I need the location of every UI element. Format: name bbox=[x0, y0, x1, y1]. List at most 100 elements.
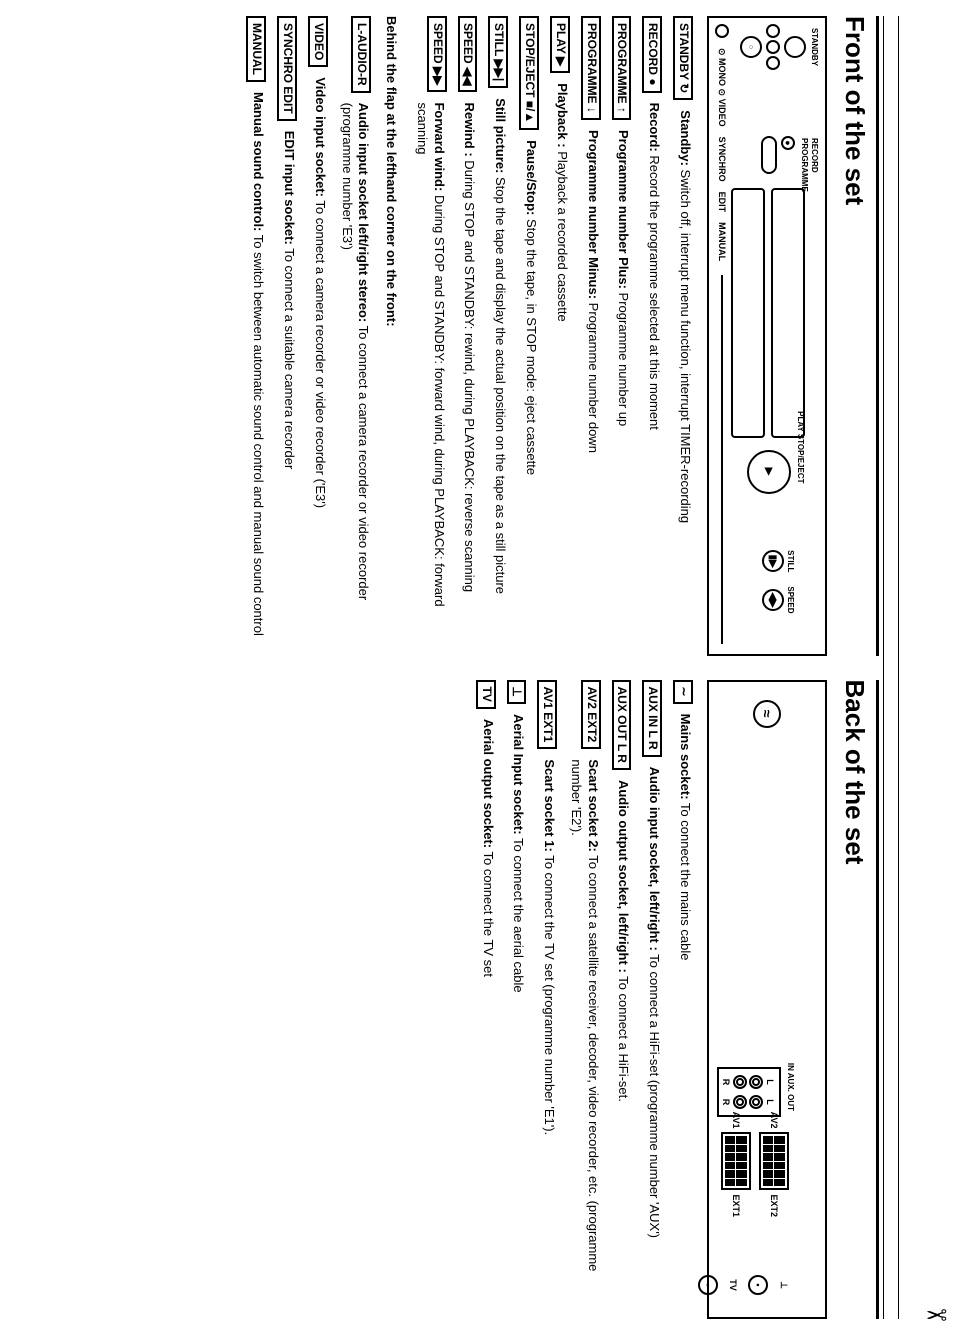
badge: VIDEO bbox=[308, 16, 328, 67]
aux-r2: R bbox=[721, 1099, 731, 1106]
def-text: Aerial output socket: To connect the TV … bbox=[479, 719, 495, 1319]
record-label: RECORD bbox=[810, 138, 819, 173]
badge: PROGRAMME ↓ bbox=[581, 16, 601, 120]
playstop-label: PLAY STOP/EJECT bbox=[796, 411, 805, 483]
back-column: Back of the set IN AUX. OUT L R L bbox=[8, 680, 879, 1320]
back-panel-diagram: IN AUX. OUT L R L R bbox=[707, 680, 827, 1320]
badge: RECORD ● bbox=[642, 16, 662, 93]
aux-l2: L bbox=[765, 1099, 775, 1105]
strip-synchro: SYNCHRO bbox=[717, 137, 727, 182]
def-text: Audio input socket, left/right : To conn… bbox=[646, 767, 662, 1319]
front-defs: STANDBY ↻Standby: Switch off, interrupt … bbox=[246, 16, 693, 656]
badge: SPEED ◀◀ bbox=[458, 16, 478, 92]
badge: AUX IN L R bbox=[642, 680, 662, 757]
def-text: Mains socket: To connect the mains cable bbox=[677, 714, 693, 1319]
def-text: Aerial Input socket: To connect the aeri… bbox=[510, 714, 526, 1319]
aux-block: L R L R bbox=[717, 1067, 781, 1117]
standby-label: STANDBY bbox=[810, 28, 819, 66]
scart1-label-a: AV1 bbox=[731, 1112, 741, 1129]
badge: AV2 EXT2 bbox=[581, 680, 601, 750]
strip-mono-label: ⊙ MONO ⊙ VIDEO bbox=[717, 48, 728, 127]
record-dot: ● bbox=[781, 136, 795, 150]
rca-in-l bbox=[749, 1075, 763, 1089]
jack-c bbox=[766, 56, 780, 70]
def-row: AV2 EXT2 Scart socket 2: To connect a sat… bbox=[568, 680, 601, 1320]
programme-label: PROGRAMME bbox=[800, 138, 809, 192]
mains-socket-icon bbox=[753, 700, 781, 728]
def-text: Manual sound control: To switch between … bbox=[250, 92, 266, 656]
scart1-label-b: EXT1 bbox=[731, 1194, 741, 1217]
badge: MANUAL bbox=[246, 16, 266, 82]
def-text: Video input socket: To connect a camera … bbox=[311, 77, 327, 655]
strip-manual: MANUAL bbox=[717, 222, 727, 261]
rca-in-r bbox=[733, 1075, 747, 1089]
def-text: Audio input socket left/right stereo: To… bbox=[339, 103, 372, 656]
def-text: Still picture: Stop the tape and display… bbox=[492, 98, 508, 655]
def-row: PROGRAMME ↑Programme number Plus: Progra… bbox=[612, 16, 632, 656]
display-slot bbox=[731, 188, 765, 438]
def-text: Scart socket 2: To connect a satellite r… bbox=[568, 759, 601, 1319]
def-text: Programme number Plus: Programme number … bbox=[615, 130, 631, 656]
front-title: Front of the set bbox=[839, 16, 870, 656]
rca-out-r bbox=[733, 1095, 747, 1109]
badge: ⊥ bbox=[507, 680, 527, 704]
def-row: ⊥ Aerial Input socket: To connect the aer… bbox=[507, 680, 527, 1320]
def-text: Record: Record the programme selected at… bbox=[646, 103, 662, 656]
front-panel-diagram: STANDBY ○ RECORD PROGRAMME ● bbox=[707, 16, 827, 656]
def-row: RECORD ● Record: Record the programme sel… bbox=[642, 16, 662, 656]
badge: PLAY ▶ bbox=[550, 16, 570, 73]
manual-knob: ○ bbox=[740, 36, 762, 58]
def-row: L-AUDIO-R Audio input socket left/right s… bbox=[339, 16, 372, 656]
def-text: Standby: Switch off, interrupt menu func… bbox=[677, 110, 693, 655]
badge: STOP/EJECT ■/▲ bbox=[519, 16, 539, 130]
rca-out-l bbox=[749, 1095, 763, 1109]
aerial-label: ⊥ bbox=[778, 1281, 789, 1289]
scart2 bbox=[759, 1132, 789, 1190]
front-column: Front of the set STANDBY ○ RECORD PROGRA… bbox=[8, 16, 879, 656]
badge: L-AUDIO-R bbox=[351, 16, 371, 93]
def-row: TV Aerial output socket: To connect the T… bbox=[476, 680, 496, 1320]
scart2-label-b: EXT2 bbox=[769, 1194, 779, 1217]
programme-rocker bbox=[761, 136, 777, 174]
def-text: Playback : Playback a recorded cassette bbox=[554, 83, 570, 655]
aux-l: L bbox=[765, 1079, 775, 1085]
aerial-in bbox=[748, 1275, 768, 1295]
play-stop-button bbox=[747, 450, 791, 494]
badge: AV1 EXT1 bbox=[537, 680, 557, 750]
def-row: ∼ Mains socket: To connect the mains cabl… bbox=[673, 680, 693, 1320]
def-text: Scart socket 1: To connect the TV set (p… bbox=[541, 759, 557, 1319]
def-text: Pause/Stop: Stop the tape, in STOP mode:… bbox=[523, 140, 539, 655]
def-text: Programme number Minus: Programme number… bbox=[584, 130, 600, 656]
def-text: Audio output socket, left/right : To con… bbox=[615, 780, 631, 1319]
strip-jack1 bbox=[715, 24, 729, 38]
strip-edit: EDIT bbox=[717, 192, 727, 213]
scissors-icon: ✂ bbox=[926, 1299, 948, 1330]
def-text: EDIT input socket: To connect a suitable… bbox=[281, 131, 297, 656]
cassette-slot bbox=[771, 188, 805, 438]
scart1 bbox=[721, 1132, 751, 1190]
def-row: PROGRAMME ↓ Programme number Minus: Progr… bbox=[581, 16, 601, 656]
badge: STILL ▶▶| bbox=[488, 16, 508, 88]
def-row: SPEED ◀◀Rewind : During STOP and STANDBY… bbox=[458, 16, 478, 656]
standby-knob bbox=[784, 36, 806, 58]
aux-label: IN AUX. OUT bbox=[786, 1063, 795, 1111]
def-row: AV1 EXT1 Scart socket 1: To connect the T… bbox=[537, 680, 557, 1320]
def-row: MANUAL Manual sound control: To switch be… bbox=[246, 16, 266, 656]
still-label: STILL bbox=[786, 550, 795, 572]
badge: TV bbox=[476, 680, 496, 709]
flap-heading: Behind the flap at the lefthand corner o… bbox=[384, 16, 399, 656]
def-row: VIDEO Video input socket: To connect a ca… bbox=[308, 16, 328, 656]
speed-label: SPEED bbox=[786, 586, 795, 613]
aerial-out bbox=[698, 1275, 718, 1295]
top-rule bbox=[883, 16, 899, 1319]
def-row: STOP/EJECT ■/▲ Pause/Stop: Stop the tape,… bbox=[519, 16, 539, 656]
back-title: Back of the set bbox=[839, 680, 870, 1320]
badge: SPEED ▶▶ bbox=[427, 16, 447, 92]
def-text: Forward wind: During STOP and STANDBY: f… bbox=[414, 102, 447, 655]
def-row: AUX OUT L RAudio output socket, left/rig… bbox=[612, 680, 632, 1320]
def-row: STILL ▶▶| Still picture: Stop the tape an… bbox=[488, 16, 508, 656]
badge: ∼ bbox=[673, 680, 693, 704]
badge: SYNCHRO EDIT bbox=[277, 16, 297, 121]
tv-label: TV bbox=[728, 1279, 738, 1291]
jack-b bbox=[766, 40, 780, 54]
